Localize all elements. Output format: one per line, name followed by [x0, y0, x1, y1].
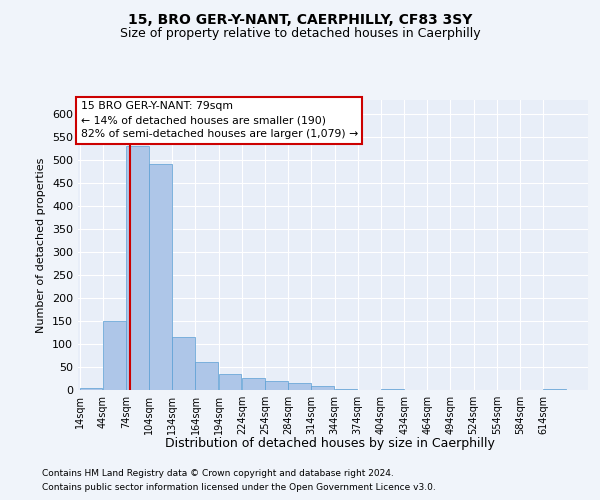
Bar: [242, 378, 265, 390]
Bar: [311, 386, 334, 390]
Text: 15, BRO GER-Y-NANT, CAERPHILLY, CF83 3SY: 15, BRO GER-Y-NANT, CAERPHILLY, CF83 3SY: [128, 12, 472, 26]
Bar: [172, 337, 195, 390]
Bar: [149, 164, 172, 390]
Bar: [288, 383, 311, 390]
Bar: [103, 321, 125, 390]
Y-axis label: Number of detached properties: Number of detached properties: [37, 158, 46, 332]
Bar: [196, 362, 218, 390]
Text: Size of property relative to detached houses in Caerphilly: Size of property relative to detached ho…: [119, 28, 481, 40]
Text: Distribution of detached houses by size in Caerphilly: Distribution of detached houses by size …: [165, 438, 495, 450]
Text: Contains public sector information licensed under the Open Government Licence v3: Contains public sector information licen…: [42, 484, 436, 492]
Text: Contains HM Land Registry data © Crown copyright and database right 2024.: Contains HM Land Registry data © Crown c…: [42, 468, 394, 477]
Bar: [335, 389, 358, 390]
Text: 15 BRO GER-Y-NANT: 79sqm
← 14% of detached houses are smaller (190)
82% of semi-: 15 BRO GER-Y-NANT: 79sqm ← 14% of detach…: [80, 102, 358, 140]
Bar: [265, 381, 288, 390]
Bar: [126, 146, 149, 390]
Bar: [218, 374, 241, 390]
Bar: [80, 388, 103, 390]
Bar: [543, 389, 566, 390]
Bar: [381, 389, 404, 390]
